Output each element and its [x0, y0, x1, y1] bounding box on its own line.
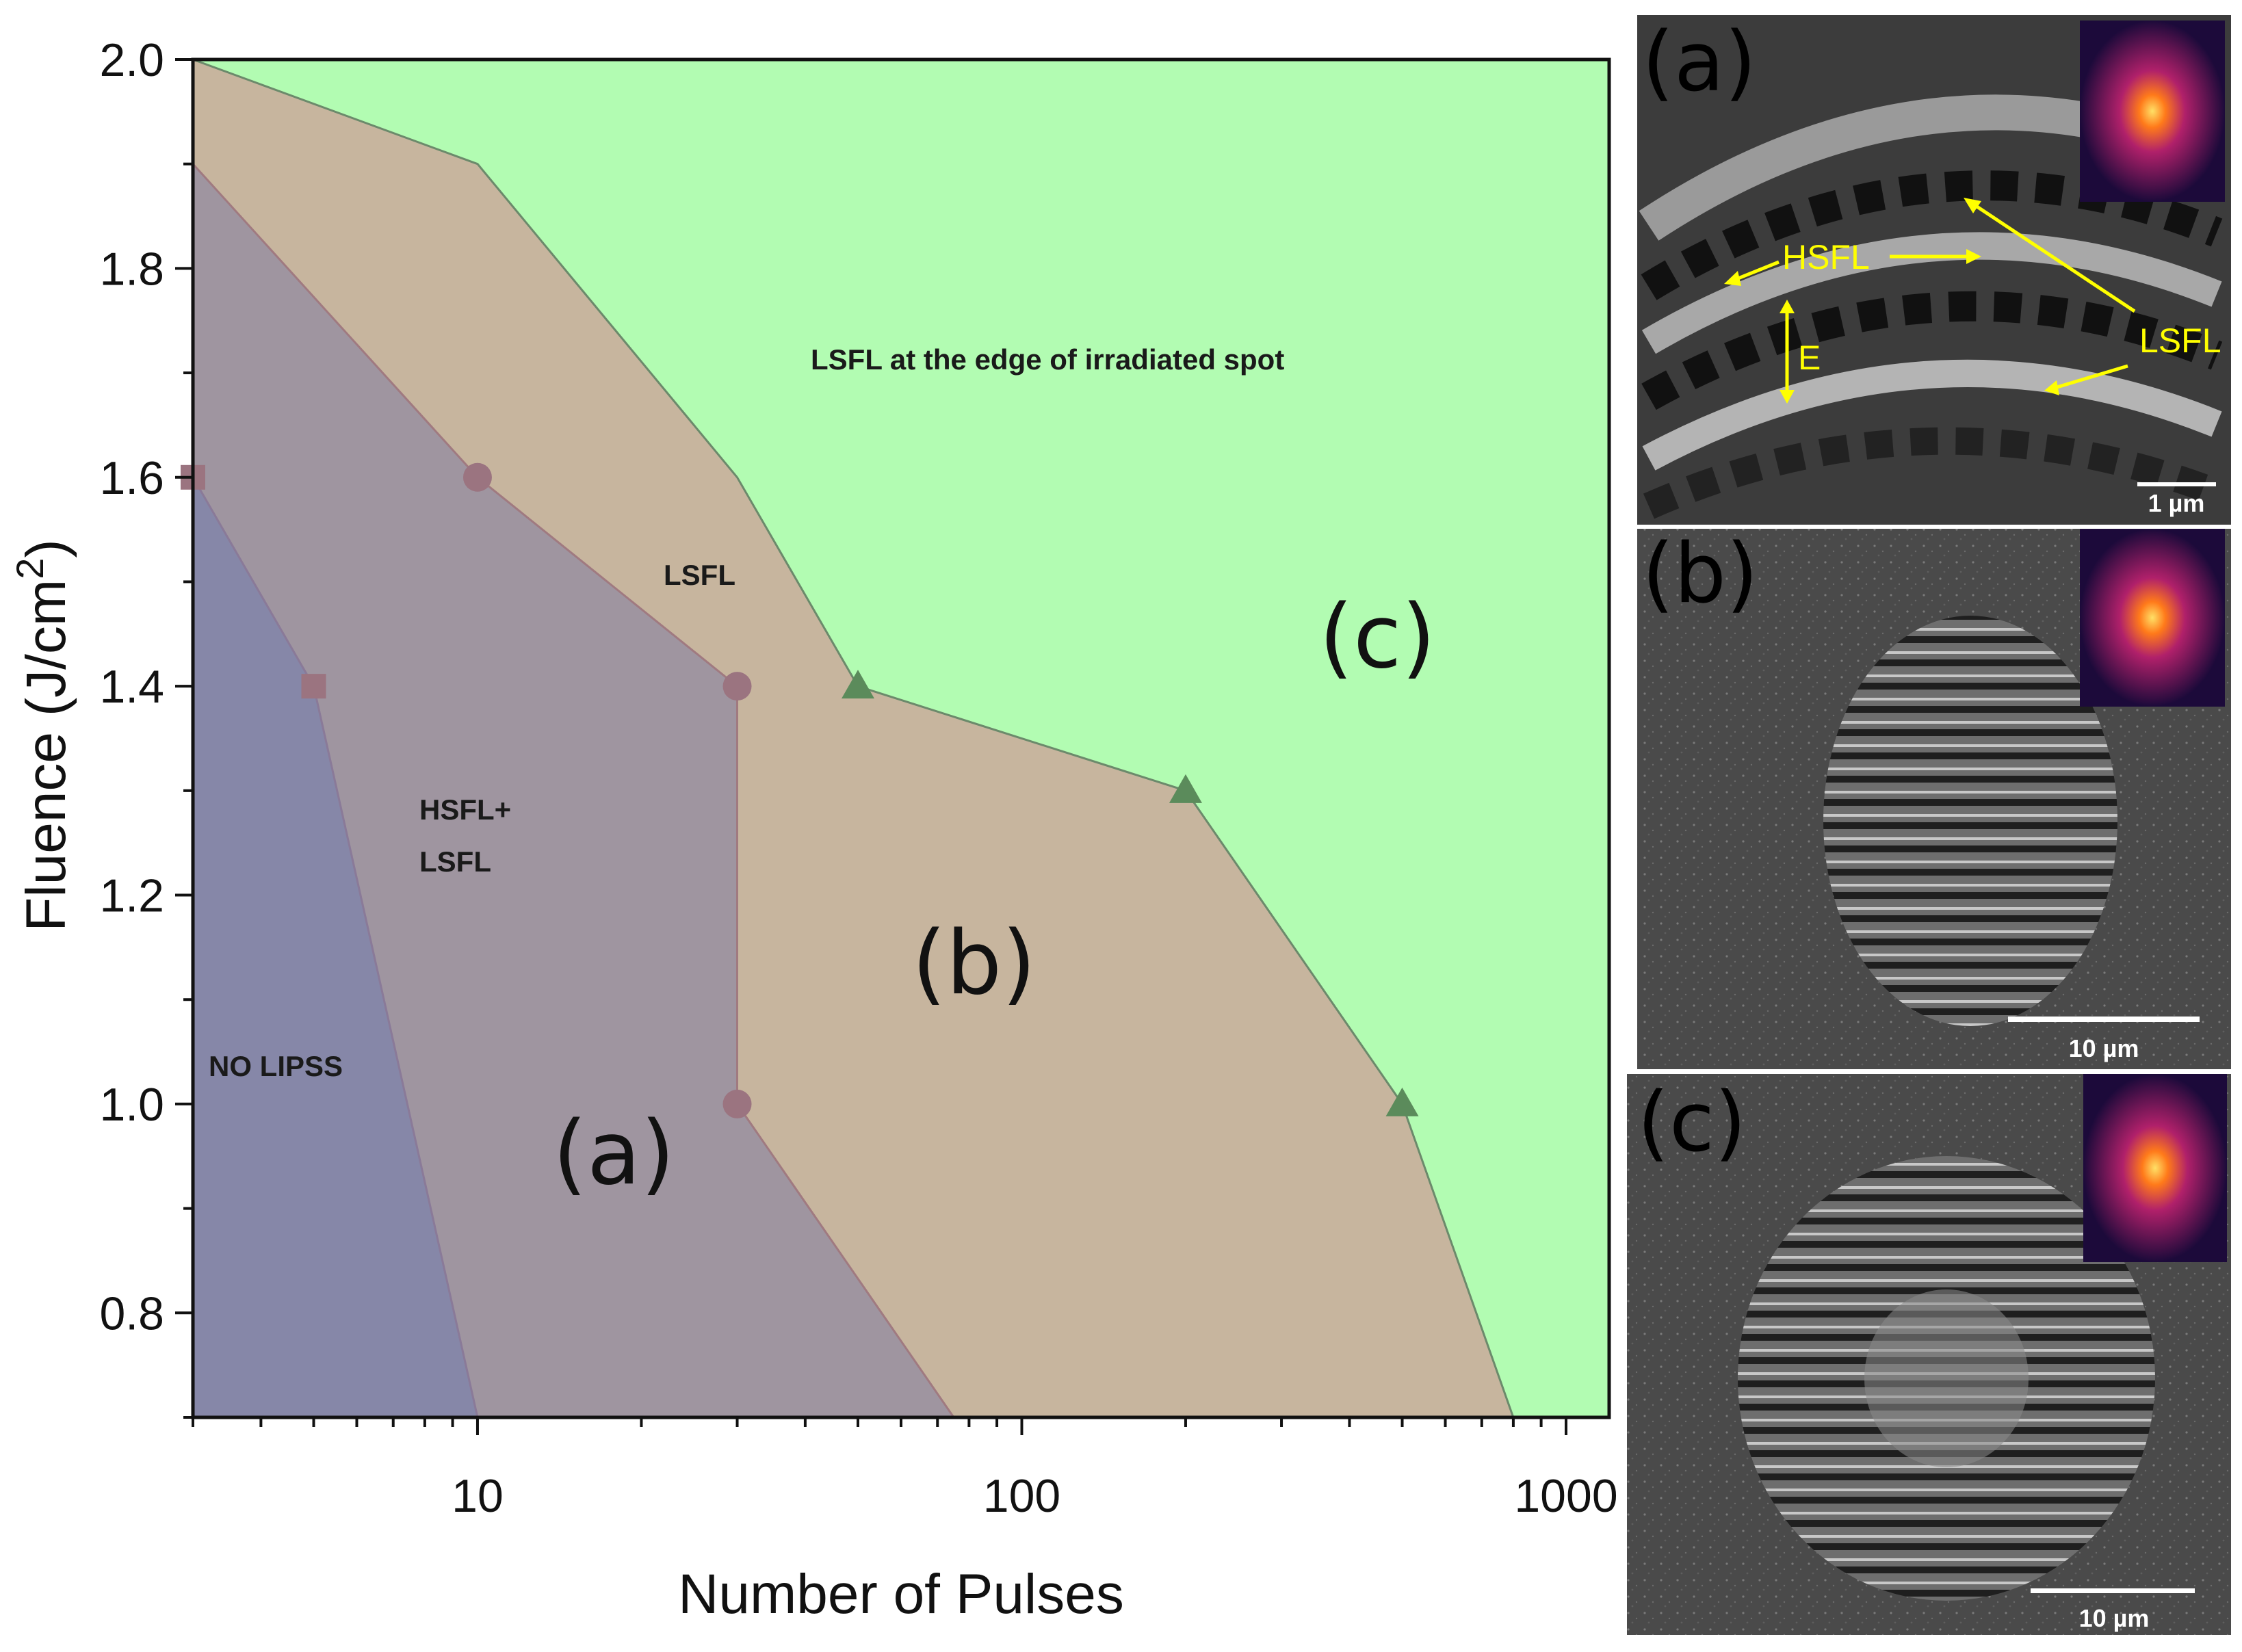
panel-a-arrowhead-lsfl-up — [1964, 198, 1981, 213]
annotation-hsfl-line1: HSFL+ — [419, 794, 511, 826]
x-axis-title: Number of Pulses — [678, 1563, 1124, 1625]
marker-square-1 — [301, 674, 326, 699]
annotation-top-region: LSFL at the edge of irradiated spot — [811, 343, 1284, 376]
panel-a-arrow-lsfl-up — [1970, 201, 2136, 313]
marker-triangle-0 — [842, 670, 875, 699]
panel-a-scale-bar — [2137, 482, 2216, 486]
plot-area: LSFL at the edge of irradiated spot LSFL… — [181, 57, 1611, 1419]
panel-c-fft-inset — [2083, 1074, 2227, 1262]
y-tick-label: 2.0 — [99, 34, 164, 86]
panel-a-label-hsfl: HSFL — [1782, 238, 1870, 276]
micrograph-panel-a: (a) HSFL LSFL E 1 µm — [1637, 15, 2231, 525]
y-tick-label: 1.8 — [99, 243, 164, 295]
marker-circle-0 — [462, 462, 492, 492]
y-axis-title-main: Fluence (J/cm — [15, 579, 77, 932]
y-axis: 0.8 1.0 1.2 1.4 1.6 1.8 2.0 — [99, 34, 193, 1419]
x-axis: 10 100 1000 — [192, 1417, 1618, 1522]
panel-a-band-6 — [1643, 427, 2222, 519]
annotation-region-b: (b) — [912, 913, 1036, 1014]
marker-triangle-2 — [1385, 1087, 1419, 1116]
x-tick-label: 1000 — [1514, 1470, 1617, 1522]
panel-b-fft-inset — [2080, 529, 2225, 707]
panel-a-scale-text: 1 µm — [2148, 489, 2205, 517]
panel-b-scale-text: 10 µm — [2069, 1034, 2139, 1062]
x-tick-label: 10 — [452, 1470, 504, 1522]
marker-circle-1 — [722, 672, 752, 701]
y-axis-title-superscript: 2 — [8, 558, 51, 579]
panel-b-letter: (b) — [1642, 527, 1758, 622]
y-axis-title: Fluence (J/cm2) — [8, 539, 77, 931]
panel-a-label-e: E — [1798, 339, 1821, 377]
panel-a-label-lsfl: LSFL — [2139, 322, 2221, 360]
panel-c-spot-center — [1864, 1289, 2029, 1467]
annotation-region-c: (c) — [1319, 586, 1435, 688]
micrograph-panel-b: (b) 10 µm — [1637, 527, 2231, 1069]
panel-a-band-4 — [1641, 291, 2223, 410]
panel-a-arrowhead-lsfl-down — [2044, 380, 2059, 395]
y-axis-title-tail: ) — [15, 539, 77, 558]
y-tick-label: 1.6 — [99, 452, 164, 504]
panel-a-band-5 — [1642, 359, 2222, 471]
annotation-lsfl: LSFL — [664, 559, 735, 591]
panel-b-irradiated-spot — [1823, 616, 2117, 1026]
panel-a-band-3 — [1641, 232, 2222, 354]
annotation-region-a: (a) — [553, 1103, 675, 1205]
y-tick-label: 1.2 — [99, 870, 164, 922]
panel-a-arrowhead-hsfl-left — [1724, 271, 1741, 286]
y-tick-label: 1.4 — [99, 661, 164, 713]
panel-b-scale-bar — [2008, 1017, 2200, 1022]
panel-a-e-arrowhead-down — [1780, 390, 1795, 404]
panel-a-fft-inset — [2080, 21, 2225, 202]
panel-a-arrowhead-hsfl-right — [1966, 249, 1981, 264]
panel-a-band-2 — [1641, 170, 2223, 300]
annotation-nolipss: NO LIPSS — [209, 1050, 343, 1082]
panel-c-scale-bar — [2031, 1588, 2195, 1593]
panel-a-arrow-lsfl-down — [2052, 364, 2128, 391]
x-tick-label: 100 — [983, 1470, 1060, 1522]
panel-a-e-arrowhead-up — [1780, 300, 1795, 313]
marker-circle-2 — [722, 1089, 752, 1118]
y-tick-label: 1.0 — [99, 1079, 164, 1131]
panel-a-letter: (a) — [1642, 15, 1756, 110]
micrograph-panel-c: (c) 10 µm — [1627, 1074, 2231, 1635]
y-tick-label: 0.8 — [99, 1287, 164, 1339]
annotation-hsfl-line2: LSFL — [419, 845, 491, 878]
panel-c-scale-text: 10 µm — [2079, 1604, 2150, 1632]
marker-triangle-1 — [1169, 774, 1202, 803]
panel-c-letter: (c) — [1637, 1075, 1747, 1170]
